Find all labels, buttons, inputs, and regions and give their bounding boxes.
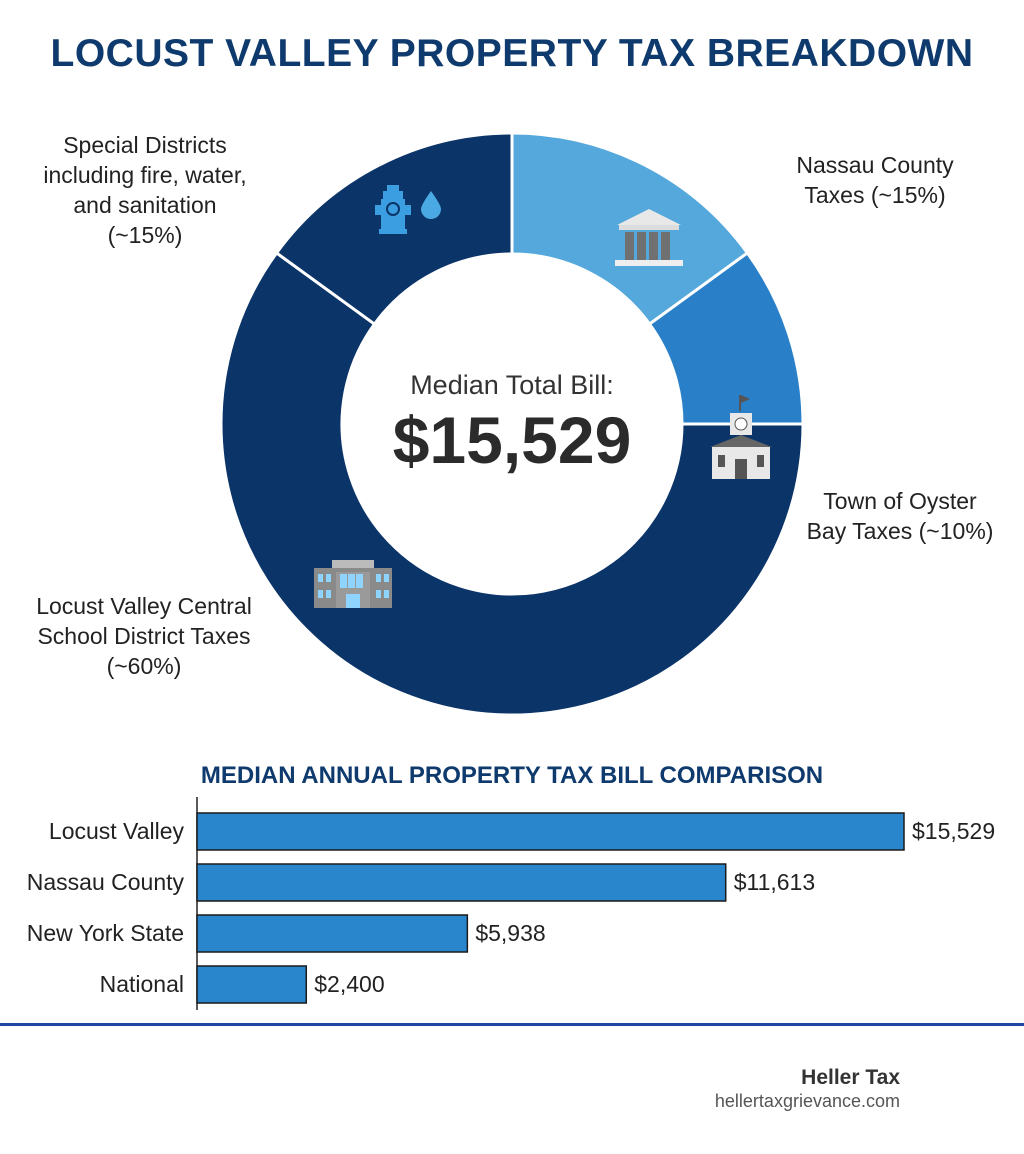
value-label: $15,529 (912, 818, 996, 844)
value-label: $5,938 (475, 920, 546, 946)
bar-chart-title: MEDIAN ANNUAL PROPERTY TAX BILL COMPARIS… (200, 762, 824, 789)
label-line: Special Districts (63, 132, 227, 158)
slice-label-school: Locust Valley Central School District Ta… (10, 591, 278, 681)
bar (196, 812, 905, 851)
divider (0, 1023, 1024, 1026)
center-value: $15,529 (392, 403, 632, 477)
courthouse-icon (615, 209, 683, 266)
school-building-icon (314, 560, 392, 608)
slice-label-nassau: Nassau County Taxes (~15%) (770, 150, 980, 210)
page-title: LOCUST VALLEY PROPERTY TAX BREAKDOWN (50, 32, 974, 75)
category-label: New York State (26, 920, 184, 946)
category-label: National (99, 971, 184, 997)
value-label: $2,400 (314, 971, 385, 997)
donut-chart (219, 131, 805, 717)
label-line: School District Taxes (37, 623, 251, 649)
label-line: Bay Taxes (~10%) (806, 518, 994, 544)
slice-label-special: Special Districts including fire, water,… (20, 130, 270, 250)
value-label: $11,613 (733, 869, 816, 895)
brand-name: Heller Tax (801, 1066, 900, 1089)
bar-chart (196, 797, 905, 1010)
center-label: Median Total Bill: (410, 370, 614, 400)
fire-hydrant-water-drop-icon (375, 185, 441, 234)
label-line: Taxes (~15%) (804, 182, 946, 208)
bar (196, 914, 469, 953)
town-hall-icon (710, 395, 772, 479)
label-line: Nassau County (796, 152, 954, 178)
label-line: Locust Valley Central (36, 593, 252, 619)
slice-label-town: Town of Oyster Bay Taxes (~10%) (780, 486, 1020, 546)
brand-url[interactable]: hellertaxgrievance.com (714, 1091, 900, 1111)
bar (196, 863, 727, 902)
label-line: and sanitation (73, 192, 217, 218)
category-label: Locust Valley (48, 818, 184, 844)
label-line: (~15%) (107, 222, 183, 248)
category-label: Nassau County (26, 869, 184, 895)
label-line: Town of Oyster (823, 488, 977, 514)
bar (196, 965, 308, 1004)
label-line: including fire, water, (43, 162, 247, 188)
label-line: (~60%) (106, 653, 182, 679)
